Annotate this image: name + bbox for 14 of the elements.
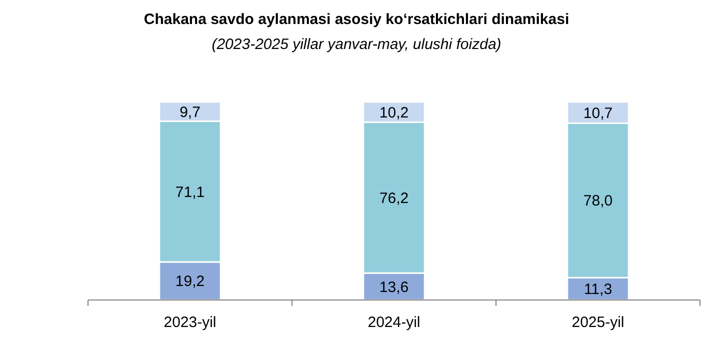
data-label: 11,3 — [584, 281, 612, 298]
data-label: 19,2 — [175, 273, 205, 290]
x-tick-label: 2023-yil — [164, 314, 216, 331]
chart-title: Chakana savdo aylanmasi asosiy koʻrsatkichlari dinamikasi — [144, 11, 570, 28]
data-label: 10,7 — [583, 104, 613, 122]
data-label: 13,6 — [379, 278, 409, 296]
data-label: 76,2 — [379, 190, 409, 207]
data-label: 78,0 — [583, 192, 613, 210]
data-label: 9,7 — [180, 104, 200, 121]
chart-subtitle: (2023-2025 yillar yanvar-may, ulushi foizda) — [212, 36, 502, 53]
x-tick-label: 2024-yil — [368, 314, 420, 331]
x-tick-label: 2025-yil — [572, 314, 624, 331]
data-label: 71,1 — [175, 184, 205, 201]
data-label: 10,2 — [379, 104, 409, 122]
